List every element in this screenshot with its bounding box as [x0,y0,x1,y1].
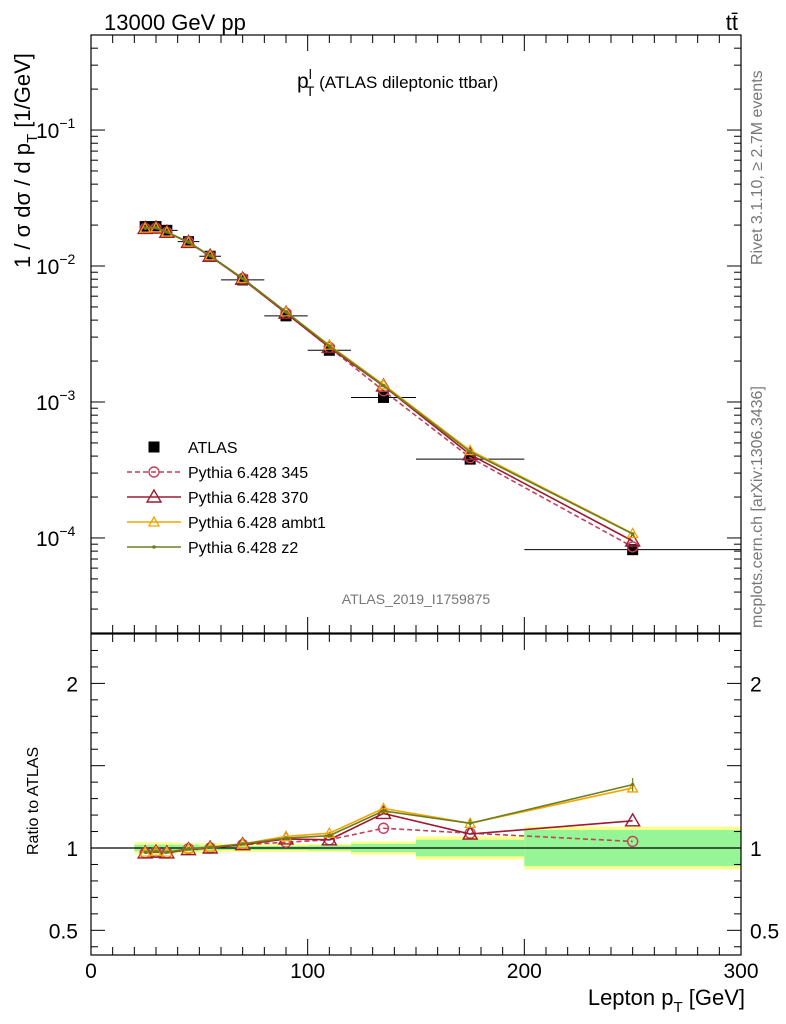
legend-entry-pythia-6-428-z2: Pythia 6.428 z2 [127,540,298,557]
y-tick-label: 10−1 [36,115,76,143]
data-point [323,344,335,356]
rivet-label: Rivet 3.1.10, ≥ 2.7M events [749,70,766,265]
main-y-axis-label: 1 / σ dσ / d pT [1/GeV] [10,53,41,268]
data-point [234,270,251,285]
legend-marker [147,515,161,527]
process-label: tt̄ [726,10,738,35]
data-point [626,541,639,553]
ratio-point [154,849,158,854]
ratio-y-tick-label-right: 1 [750,838,762,861]
data-point [236,272,249,284]
data-point [154,226,158,230]
data-point [180,234,197,249]
x-tick-label: 200 [507,960,542,983]
legend-entry-pythia-6-428-370: Pythia 6.428 370 [127,488,308,507]
legend-entry-pythia-6-428-ambt1: Pythia 6.428 ambt1 [127,515,326,532]
legend-marker [148,441,160,453]
data-point [143,226,147,230]
ratio-series-pythia-6-428-z2 [143,778,635,854]
ratio-point [626,781,639,793]
ratio-point [377,822,390,834]
ratio-point [240,842,245,846]
data-point [627,544,639,556]
data-point [279,305,293,317]
legend-marker [152,545,156,549]
y-tick-label: 10−3 [36,387,76,415]
ratio-y-tick-label-right: 2 [750,673,762,696]
x-tick-label: 0 [85,960,97,983]
data-point [381,383,386,388]
ratio-point [165,850,169,854]
legend: ATLAS Pythia 6.428 345 Pythia 6.428 370 Pyt… [127,440,326,557]
ratio-point [461,825,479,840]
x-axis-label: Lepton pT [GeV] [588,985,745,1016]
legend-label: ATLAS [188,440,238,457]
data-point [468,450,472,454]
main-plot-title: pl T (ATLAS dileptonic ttbar) [297,66,498,99]
y-tick-label: 10−2 [36,251,76,279]
ratio-point [279,830,293,842]
data-point [165,230,169,234]
ratio-point [208,845,212,849]
data-point [186,240,191,244]
legend-label: Pythia 6.428 370 [188,490,308,507]
ratio-point [630,782,635,787]
ratio-point [468,821,472,826]
analysis-id-label: ATLAS_2019_I1759875 [342,591,491,607]
x-tick-label: 100 [290,960,325,983]
ratio-point [381,809,386,813]
data-point [284,310,288,314]
data-point [378,391,389,403]
ratio-point [624,812,641,827]
ratio-y-axis-label: Ratio to ATLAS [25,747,42,855]
data-point [630,532,635,536]
ratio-point [186,847,191,851]
data-point [624,532,641,547]
legend-marker [148,466,160,478]
legend-label: Pythia 6.428 345 [188,465,308,482]
ratio-point [143,850,147,854]
data-point [204,249,217,261]
ratio-y-tick-label: 1 [66,838,78,861]
legend-label: Pythia 6.428 ambt1 [188,515,326,532]
ratio-point [626,835,639,848]
legend-entry-atlas: ATLAS [148,440,238,457]
energy-label: 13000 GeV pp [104,10,246,35]
ratio-y-tick-label: 2 [66,673,78,696]
x-tick-label: 300 [723,960,758,983]
ratio-y-tick-label: 0.5 [49,920,78,943]
data-point [201,247,219,262]
series-pythia-6-428-z2 [143,226,635,536]
mcplots-label: mcplots.cern.ch [arXiv:1306.3436] [749,386,766,628]
main-panel: 10−4 10−3 10−2 10−1 [36,34,742,634]
series-line [145,226,634,535]
series-line [145,226,634,535]
y-tick-label: 10−4 [36,523,76,551]
ratio-panel: 0.5 0.5 1 1 2 2 0 100 200 300 [49,35,779,983]
data-point [240,276,245,281]
legend-label: Pythia 6.428 z2 [188,540,298,557]
ratio-y-tick-label-right: 0.5 [750,920,779,943]
ratio-plot-frame [90,633,742,956]
data-point [208,253,212,258]
legend-marker [145,488,163,503]
ratio-point [321,831,338,846]
data-point [327,344,332,348]
legend-entry-pythia-6-428-345: Pythia 6.428 345 [127,465,308,482]
ratio-point [327,833,332,838]
ratio-point [284,836,288,840]
